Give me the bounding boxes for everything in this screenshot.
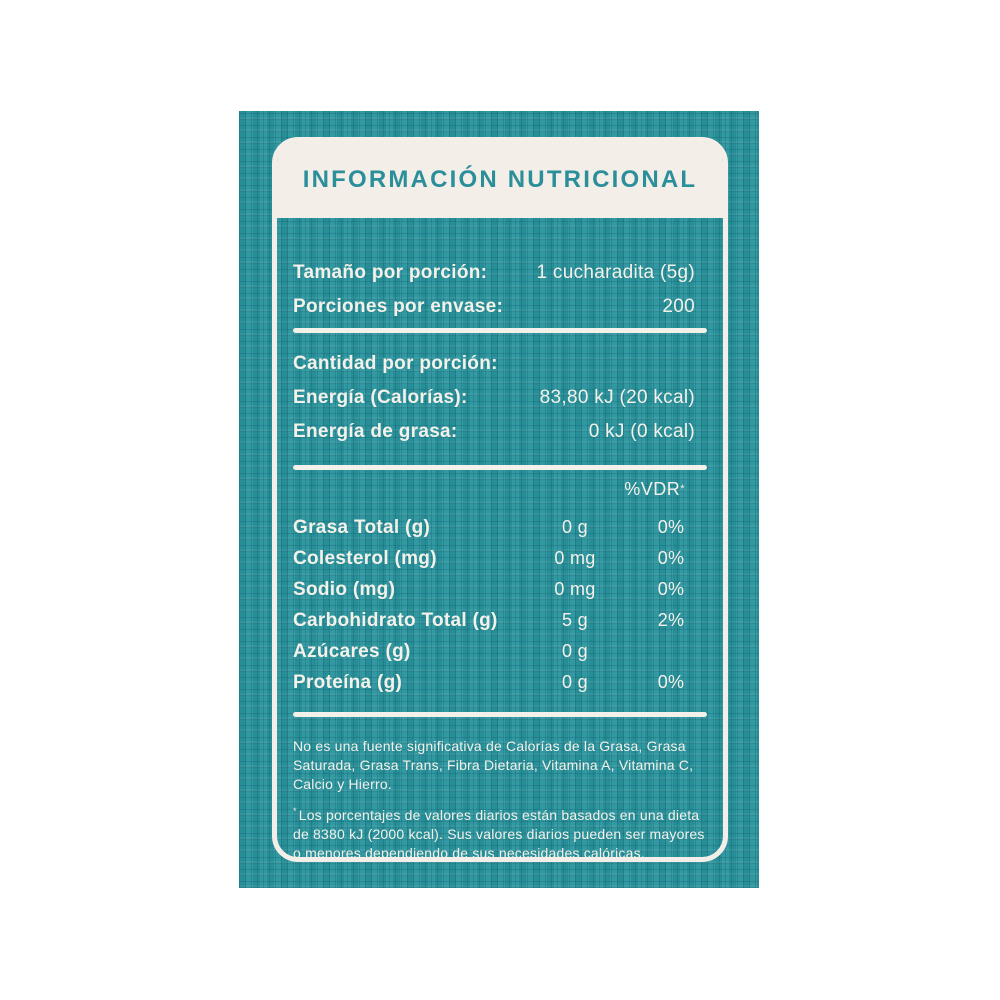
nutrient-vdr: 0% xyxy=(657,517,685,537)
nutrient-label: Sodio (mg) xyxy=(293,578,396,600)
footnote-daily-values: * Los porcentajes de valores diarios está… xyxy=(293,806,707,863)
table-row: Azúcares (g) 0 g xyxy=(293,636,707,667)
table-row: Grasa Total (g) 0 g 0% xyxy=(293,512,707,543)
nutrient-amount: 0 g xyxy=(562,672,588,692)
nutrient-amount: 0 mg xyxy=(554,579,596,599)
serving-size-label: Tamaño por porción: xyxy=(293,262,488,283)
divider xyxy=(293,465,707,470)
nutrient-label: Proteína (g) xyxy=(293,671,403,693)
serving-section: Tamaño por porción: 1 cucharadita (5g) P… xyxy=(293,256,707,324)
page-title: INFORMACIÓN NUTRICIONAL xyxy=(302,166,698,193)
energy-calories-value: 83,80 kJ (20 kcal) xyxy=(539,387,695,408)
servings-per-container-value: 200 xyxy=(662,296,695,317)
nutrient-vdr: 0% xyxy=(657,579,685,599)
footnote-daily-values-text: Los porcentajes de valores diarios están… xyxy=(293,807,705,861)
nutrient-vdr: 0% xyxy=(657,672,685,692)
vdr-column-header: %VDR * xyxy=(624,478,685,499)
nutrient-label: Carbohidrato Total (g) xyxy=(293,609,498,631)
nutrient-label: Colesterol (mg) xyxy=(293,547,437,569)
energy-calories-row: Energía (Calorías): 83,80 kJ (20 kcal) xyxy=(293,381,707,415)
nutrient-label: Grasa Total (g) xyxy=(293,516,431,538)
table-row: Carbohidrato Total (g) 5 g 2% xyxy=(293,605,707,636)
nutrition-facts-card: INFORMACIÓN NUTRICIONAL Tamaño por porci… xyxy=(272,137,728,862)
energy-fat-value: 0 kJ (0 kcal) xyxy=(588,421,695,442)
servings-per-container-label: Porciones por envase: xyxy=(293,296,504,317)
card-body: Tamaño por porción: 1 cucharadita (5g) P… xyxy=(277,218,723,863)
card-header: INFORMACIÓN NUTRICIONAL xyxy=(277,142,723,218)
nutrient-label: Azúcares (g) xyxy=(293,640,411,662)
vdr-header-text: %VDR xyxy=(624,478,681,499)
serving-size-row: Tamaño por porción: 1 cucharadita (5g) xyxy=(293,256,707,290)
energy-calories-label: Energía (Calorías): xyxy=(293,387,468,408)
footnotes-section: No es una fuente significativa de Calorí… xyxy=(293,737,707,863)
footnote-asterisk: * xyxy=(293,806,297,817)
nutrient-amount: 0 mg xyxy=(554,548,596,568)
amount-per-serving-heading: Cantidad por porción: xyxy=(293,353,498,374)
nutrient-amount: 0 g xyxy=(562,517,588,537)
table-row: Proteína (g) 0 g 0% xyxy=(293,667,707,698)
nutrient-amount: 5 g xyxy=(562,610,588,630)
nutrients-table: Grasa Total (g) 0 g 0% Colesterol (mg) 0… xyxy=(293,512,707,698)
divider xyxy=(293,328,707,333)
servings-per-container-row: Porciones por envase: 200 xyxy=(293,290,707,324)
nutrient-vdr: 2% xyxy=(657,610,685,630)
table-row: Colesterol (mg) 0 mg 0% xyxy=(293,543,707,574)
table-row: Sodio (mg) 0 mg 0% xyxy=(293,574,707,605)
energy-fat-row: Energía de grasa: 0 kJ (0 kcal) xyxy=(293,415,707,449)
nutrition-label-background: INFORMACIÓN NUTRICIONAL Tamaño por porci… xyxy=(239,111,759,888)
serving-size-value: 1 cucharadita (5g) xyxy=(536,262,695,283)
nutrient-amount: 0 g xyxy=(562,641,588,661)
nutrient-vdr: 0% xyxy=(657,548,685,568)
divider xyxy=(293,712,707,717)
energy-fat-label: Energía de grasa: xyxy=(293,421,458,442)
footnote-significant-source: No es una fuente significativa de Calorí… xyxy=(293,738,694,792)
